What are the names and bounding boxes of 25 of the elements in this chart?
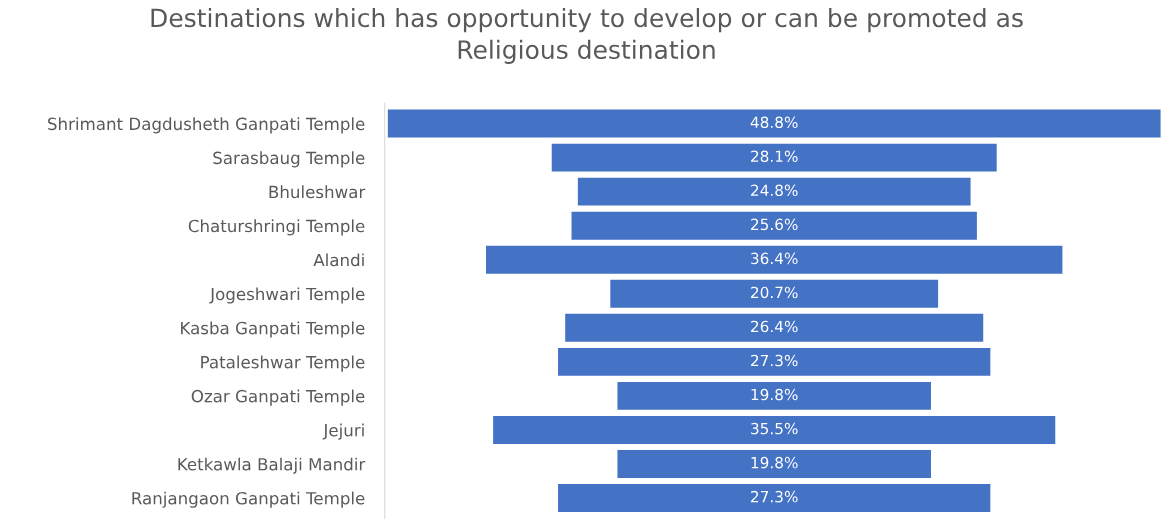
- category-label: Ketkawla Balaji Mandir: [178, 457, 366, 474]
- category-label: Chaturshringi Temple: [188, 219, 365, 236]
- category-label: Alandi: [313, 253, 364, 267]
- category-label: Ranjangaon Ganpati Temple: [132, 491, 365, 508]
- data-label: 24.8%: [751, 184, 798, 197]
- data-label: 26.4%: [751, 320, 798, 333]
- category-label: Pataleshwar Temple: [201, 355, 365, 372]
- data-label: 36.4%: [751, 252, 798, 265]
- data-label: 27.3%: [751, 490, 798, 503]
- data-label: 19.8%: [751, 388, 798, 401]
- category-label: Jogeshwari Temple: [209, 287, 365, 304]
- category-label: Sarasbaug Temple: [213, 151, 365, 168]
- data-label: 28.1%: [751, 150, 798, 163]
- data-label: 35.5%: [751, 422, 798, 435]
- text: Destinations which has opportunity to develop or can be promoted as Religious destination: [151, 7, 1023, 64]
- category-label: Kasba Ganpati Temple: [181, 321, 365, 338]
- data-label: 20.7%: [751, 286, 798, 299]
- category-label: Jejuri: [322, 423, 364, 440]
- data-label: 27.3%: [751, 354, 798, 367]
- data-label: 19.8%: [751, 456, 798, 469]
- category-label: Bhuleshwar: [269, 185, 366, 199]
- data-label: 25.6%: [751, 218, 798, 231]
- category-label: Shrimant Dagdusheth Ganpati Temple: [48, 117, 365, 134]
- data-label: 48.8%: [750, 116, 798, 129]
- category-label: Ozar Ganpati Temple: [191, 389, 365, 406]
